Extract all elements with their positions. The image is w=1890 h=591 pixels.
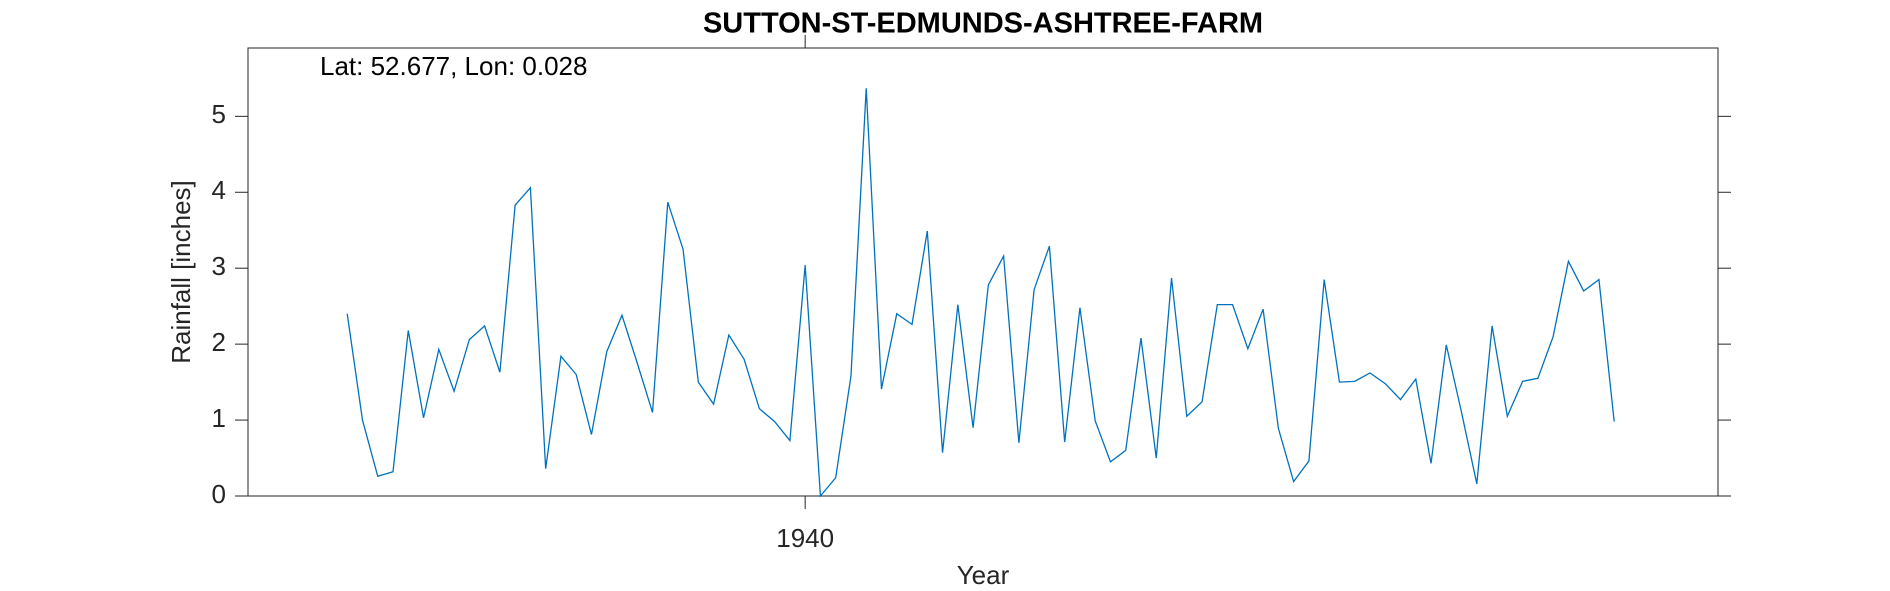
data-line [346,88,1615,498]
x-tick-label: 1940 [776,523,834,553]
plot-box [247,47,1719,497]
y-tick-label: 4 [212,175,226,205]
y-tick-label: 0 [212,479,226,509]
y-tick-label: 1 [212,403,226,433]
y-tick-label: 2 [212,327,226,357]
annotation: Lat: 52.677, Lon: 0.028 [320,51,587,81]
y-axis-label: Rainfall [inches] [166,180,196,364]
y-tick-label: 5 [212,99,226,129]
chart-title: SUTTON-ST-EDMUNDS-ASHTREE-FARM [703,8,1263,40]
y-tick-label: 3 [212,251,226,281]
x-axis-label: Year [957,560,1010,590]
